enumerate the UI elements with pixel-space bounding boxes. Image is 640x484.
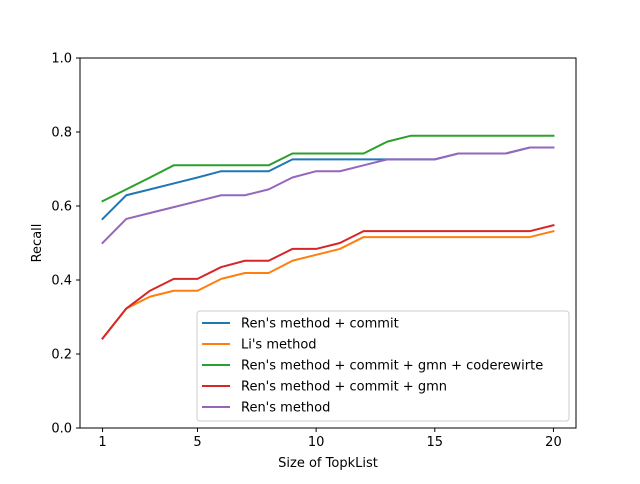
legend: Ren's method + commit Li's method Ren's me… (196, 310, 570, 422)
x-tick-label: 10 (308, 435, 325, 450)
x-tick-label: 1 (98, 435, 106, 450)
y-tick-label: 0.8 (51, 126, 72, 141)
y-axis: 0.0 0.2 0.4 0.6 0.8 1.0 (51, 52, 80, 437)
y-tick-label: 0.2 (51, 348, 72, 363)
legend-label: Li's method (241, 338, 317, 353)
legend-box (196, 310, 570, 422)
y-axis-label: Recall (30, 224, 45, 263)
x-tick-label: 5 (193, 435, 201, 450)
legend-label: Ren's method + commit + gmn + coderewirt… (241, 359, 543, 374)
y-tick-label: 0.4 (51, 274, 72, 289)
y-tick-label: 1.0 (51, 52, 72, 67)
x-axis-label: Size of TopkList (278, 456, 378, 471)
legend-label: Ren's method + commit + gmn (241, 380, 447, 395)
y-tick-label: 0.6 (51, 200, 72, 215)
series-layer (101, 134, 555, 340)
x-tick-label: 15 (427, 435, 444, 450)
legend-label: Ren's method + commit (241, 317, 399, 332)
legend-label: Ren's method (241, 401, 330, 416)
x-tick-label: 20 (545, 435, 562, 450)
series-line-4 (101, 224, 555, 340)
series-line-3 (101, 134, 555, 203)
series-line-5 (101, 146, 555, 245)
y-tick-label: 0.0 (51, 422, 72, 437)
series-line-2 (101, 229, 555, 340)
x-axis: 1 5 10 15 20 (98, 428, 562, 450)
plot-frame (79, 57, 577, 429)
